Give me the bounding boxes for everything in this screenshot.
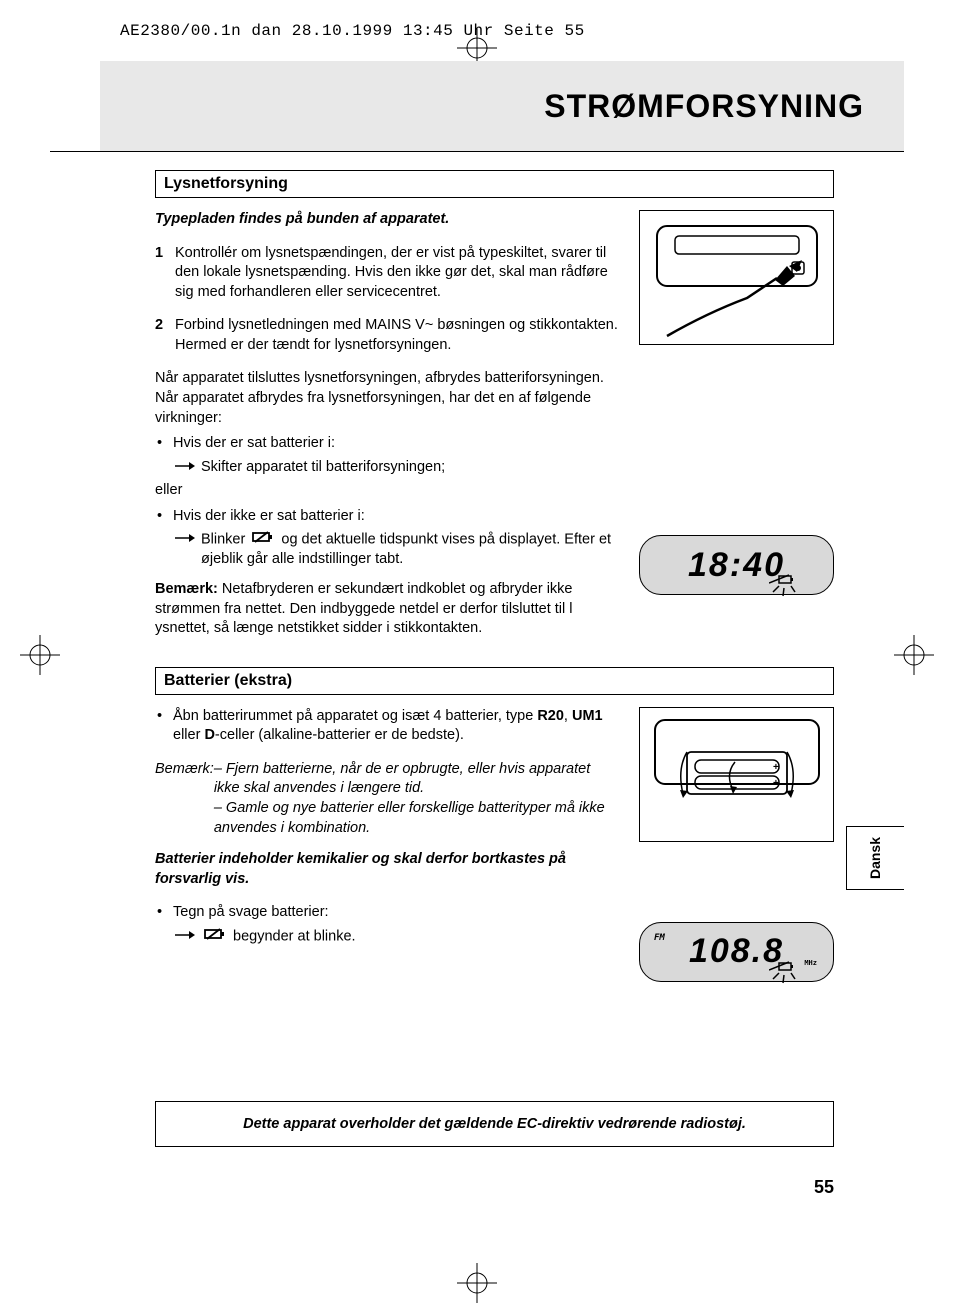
page-number: 55 [814, 1177, 834, 1198]
page-header-band: STRØMFORSYNING [100, 61, 904, 151]
lcd-band-label: FM [654, 933, 665, 943]
step-2-num: 2 [155, 316, 175, 355]
step-1-num: 1 [155, 244, 175, 303]
crop-mark-left [20, 635, 60, 675]
arrow-icon [175, 458, 201, 478]
language-tab: Dansk [846, 826, 904, 890]
svg-text:+: + [773, 762, 779, 773]
illustration-mains-plug [639, 210, 834, 345]
step-1: 1 Kontrollér om lysnetspændingen, der er… [155, 244, 619, 303]
blink-spark-icon [769, 957, 803, 987]
header-rule [50, 151, 904, 152]
crop-mark-bottom [457, 1263, 497, 1303]
section2-arrow-text: begynder at blinke. [201, 927, 356, 947]
section2-remark: Bemærk: – Fjern batterierne, når de er o… [155, 760, 619, 838]
section2-bullet2: • Tegn på svage batterier: [155, 903, 619, 923]
section2-bullet1: • Åbn batterirummet på apparatet og isæt… [155, 707, 619, 746]
bullet-icon: • [155, 903, 173, 923]
lcd-display-freq: FM 108.8 MHz [639, 922, 834, 982]
section1-note: Bemærk: Netafbryderen er sekundært indko… [155, 580, 619, 639]
bullet-icon: • [155, 507, 173, 527]
bullet-icon: • [155, 434, 173, 454]
page-content: Lysnetforsyning Typepladen findes på bun… [155, 170, 834, 1203]
section1-bullet1: • Hvis der er sat batterier i: [155, 434, 619, 454]
svg-text:+: + [773, 778, 779, 789]
illustration-battery-compartment: + + [639, 707, 834, 842]
section1-bullet2: • Hvis der ikke er sat batterier i: [155, 507, 619, 527]
section1-bullet1-text: Hvis der er sat batterier i: [173, 434, 335, 454]
section2-bullet1-text: Åbn batterirummet på apparatet og isæt 4… [173, 707, 619, 746]
page-title: STRØMFORSYNING [544, 88, 864, 125]
section2-illustrations: + + FM 108.8 MHz [639, 707, 834, 982]
step-2: 2 Forbind lysnetledningen med MAINS V~ b… [155, 316, 619, 355]
lcd-display-time: 18:40 [639, 535, 834, 595]
section2-arrow: begynder at blinke. [155, 927, 619, 947]
section2-bullet2-text: Tegn på svage batterier: [173, 903, 329, 923]
section1-arrow2-text: Blinker og det aktuelle tidspunkt vises … [201, 530, 619, 570]
print-meta-header: AE2380/00.1n dan 28.10.1999 13:45 Uhr Se… [120, 22, 585, 40]
section1-arrow1-text: Skifter apparatet til batteriforsyningen… [201, 458, 445, 478]
language-tab-label: Dansk [868, 837, 884, 879]
section1-para1: Når apparatet tilsluttes lysnetforsyning… [155, 369, 619, 428]
compliance-notice: Dette apparat overholder det gældende EC… [155, 1101, 834, 1147]
section1-arrow1: Skifter apparatet til batteriforsyningen… [155, 458, 619, 478]
step-1-text: Kontrollér om lysnetspændingen, der er v… [175, 244, 619, 303]
battery-low-icon [204, 927, 226, 947]
section1-body: Typepladen findes på bunden af apparatet… [155, 210, 619, 653]
arrow-icon [175, 927, 201, 947]
section2-title: Batterier (ekstra) [155, 667, 834, 695]
battery-low-icon [252, 530, 274, 550]
bullet-icon: • [155, 707, 173, 746]
blink-spark-icon [769, 570, 803, 600]
step-2-text: Forbind lysnetledningen med MAINS V~ bøs… [175, 316, 619, 355]
section1-title: Lysnetforsyning [155, 170, 834, 198]
section1-bullet2-text: Hvis der ikke er sat batterier i: [173, 507, 365, 527]
lcd-unit-label: MHz [804, 959, 817, 967]
section2-body: • Åbn batterirummet på apparatet og isæt… [155, 707, 619, 982]
crop-mark-right [894, 635, 934, 675]
section2-warning: Batterier indeholder kemikalier og skal … [155, 850, 619, 889]
section1-illustrations: 18:40 [639, 210, 834, 653]
arrow-icon [175, 530, 201, 570]
section1-arrow2: Blinker og det aktuelle tidspunkt vises … [155, 530, 619, 570]
section1-or: eller [155, 481, 619, 501]
section1-lead: Typepladen findes på bunden af apparatet… [155, 210, 619, 230]
